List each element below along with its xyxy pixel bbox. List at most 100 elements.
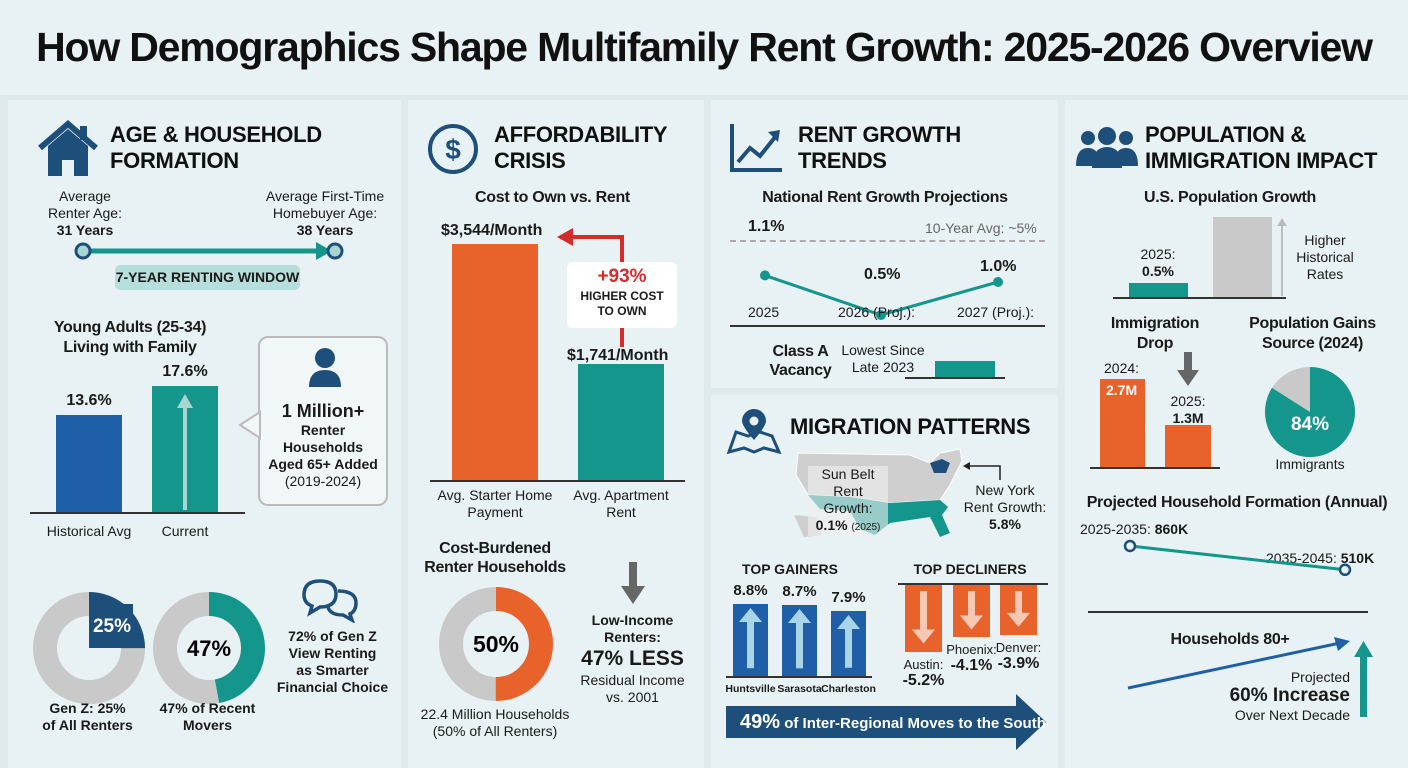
rent-value-2025: 1.1% — [748, 218, 785, 235]
x-label-2027: 2027 (Proj.): — [957, 304, 1035, 320]
movers-label: 47% of Recent Movers — [159, 700, 256, 733]
label-current: Current — [161, 523, 209, 539]
gainer-city: Charleston — [821, 683, 876, 695]
rent-axis — [730, 325, 1045, 327]
household-formation-line — [1123, 539, 1352, 577]
rent-point — [876, 310, 886, 320]
movers-donut-slice — [153, 592, 265, 704]
immigration-2025-bar — [1165, 425, 1211, 468]
higher-cost-callout: +93% HIGHER COST TO OWN — [567, 262, 677, 328]
cost-baseline — [430, 480, 685, 482]
decliners-baseline — [898, 583, 1048, 585]
decliner-label: Phoenix: -4.1% — [946, 642, 997, 675]
movers-value: 47% — [187, 636, 231, 661]
person-icon — [309, 348, 341, 387]
genz-value: 25% — [93, 616, 131, 637]
down-arrow-icon — [960, 591, 983, 630]
pop-growth-2025-bar — [1129, 283, 1188, 298]
rent-value: $1,741/Month — [567, 347, 669, 364]
label-historical-value: 13.6% — [66, 392, 112, 409]
ten-year-avg-label: 10-Year Avg: ~5% — [925, 220, 1037, 236]
immigrants-value: 84% — [1291, 414, 1329, 435]
households-80-title: Households 80+ — [1170, 631, 1290, 648]
house-icon — [38, 120, 98, 176]
dollar-icon: $ — [428, 124, 478, 174]
gainer-bar — [831, 611, 866, 676]
rent-growth-line-chart — [760, 270, 1003, 320]
burden-value: 50% — [473, 631, 519, 657]
callout-pointer — [238, 410, 261, 440]
migration-heading: MIGRATION PATTERNS — [790, 414, 1031, 439]
gainers-baseline — [726, 676, 872, 678]
up-arrow-icon — [1277, 218, 1287, 296]
x-label-2026: 2026 (Proj.): — [838, 304, 916, 320]
rent-value-2027: 1.0% — [980, 258, 1017, 275]
people-icon — [1076, 127, 1138, 168]
rent-point — [993, 277, 1003, 287]
sun-belt-label: Sun Belt Rent Growth: 0.1% (2025) — [808, 466, 888, 536]
x-label-2025: 2025 — [748, 304, 780, 320]
immigration-drop-title: Immigration Drop — [1110, 315, 1200, 352]
map-pin-icon — [726, 409, 782, 454]
immigration-2024-bar — [1100, 378, 1145, 468]
rent-chart-title: National Rent Growth Projections — [762, 189, 1008, 206]
gainer-bar — [782, 604, 817, 676]
historical-rates-label: Higher Historical Rates — [1296, 232, 1354, 282]
gainer-bar — [733, 603, 768, 676]
ny-pointer-arrow — [963, 462, 1001, 480]
immigration-baseline — [1090, 467, 1220, 469]
low-income-renters: Low-Income Renters: 47% LESS Residual Incom… — [580, 612, 685, 705]
household-point — [1123, 539, 1137, 553]
label-apartment-rent: Avg. Apartment Rent — [573, 487, 669, 520]
svg-text:$: $ — [445, 134, 461, 165]
households-80-projection: Projected 60% Increase Over Next Decade — [1229, 669, 1350, 723]
down-arrow-icon — [912, 591, 935, 644]
household-baseline — [1088, 611, 1368, 613]
genz-label: Gen Z: 25% of All Renters — [42, 700, 133, 733]
seniors-callout — [258, 336, 388, 506]
decliner-label: Denver: -3.9% — [995, 639, 1042, 672]
gainer-city: Huntsville — [725, 683, 776, 695]
imm-2025-label: 2025: 1.3M — [1170, 393, 1206, 426]
up-arrow-icon — [739, 607, 762, 668]
label-current-value: 17.6% — [162, 363, 208, 380]
immigrants-label: Immigrants — [1275, 456, 1345, 472]
vacancy-note: Lowest Since Late 2023 — [841, 342, 925, 375]
class-a-vacancy-label: Class A Vacancy — [769, 343, 832, 379]
vacancy-baseline — [905, 377, 1005, 379]
genz-donut: 25% — [33, 592, 145, 704]
up-arrow-icon — [837, 615, 860, 668]
pop-growth-2025-label: 2025: 0.5% — [1140, 246, 1176, 279]
household-formation-title: Projected Household Formation (Annual) — [1086, 494, 1388, 511]
pop-growth-title: U.S. Population Growth — [1143, 189, 1317, 206]
own-value: $3,544/Month — [441, 222, 543, 239]
pop-growth-baseline — [1113, 297, 1286, 299]
top-decliners-title: TOP DECLINERS — [913, 561, 1027, 577]
burden-donut: 50% — [439, 587, 553, 701]
burden-donut-slice — [439, 587, 553, 701]
gainer-value: 8.8% — [733, 581, 768, 599]
label-starter-home: Avg. Starter Home Payment — [437, 487, 553, 520]
up-arrow-icon — [788, 608, 811, 668]
down-arrow-icon — [621, 562, 645, 604]
new-york-label: New York Rent Growth: 5.8% — [963, 482, 1047, 532]
historical-growth-bar — [1213, 217, 1272, 298]
rent-point — [760, 270, 770, 281]
seniors-callout-text: 1 Million+ Renter Households Aged 65+ Added… — [268, 401, 378, 489]
renter-age: Average Renter Age: 31 Years — [48, 188, 122, 238]
age-timeline-arrow — [74, 242, 344, 260]
bar-rent — [578, 364, 664, 480]
homebuyer-age: Average First-Time Homebuyer Age: 38 Years — [265, 188, 385, 238]
burden-note: 22.4 Million Households (50% of All Rente… — [420, 706, 570, 739]
imm-2024-value: 2.7M — [1106, 382, 1138, 398]
gains-pie: 84% — [1265, 367, 1355, 457]
burden-title: Cost-Burdened Renter Households — [424, 540, 566, 576]
decliner-bar — [953, 585, 990, 638]
south-moves-text: 49% of Inter-Regional Moves to the South — [740, 711, 1046, 733]
rent-growth-heading: RENT GROWTH TRENDS — [798, 122, 961, 173]
rent-value-2026: 0.5% — [864, 266, 901, 283]
affordability-heading: AFFORDABILITY CRISIS — [494, 122, 668, 173]
decliner-bar — [905, 585, 942, 652]
household-line — [1129, 544, 1346, 572]
hh-2025-2035: 2025-2035: 860K — [1080, 521, 1189, 537]
